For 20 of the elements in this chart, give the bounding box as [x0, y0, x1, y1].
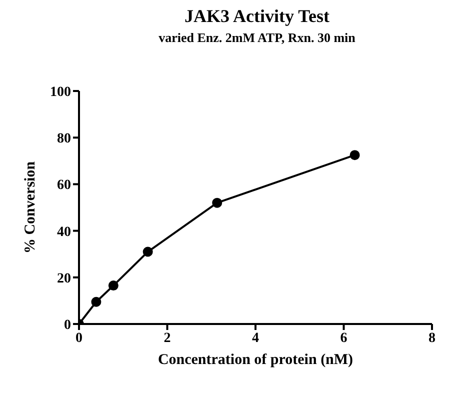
point: [91, 296, 102, 307]
x-tick-label: 6: [340, 330, 348, 346]
chart-title: JAK3 Activity Test: [183, 6, 330, 27]
x-tick-label: 4: [252, 330, 259, 346]
point: [142, 246, 153, 257]
y-tick-label: 20: [57, 271, 71, 286]
y-tick-label: 40: [57, 224, 71, 240]
point: [212, 198, 222, 208]
x-tick-label: 0: [76, 330, 82, 346]
point: [350, 150, 360, 160]
y-tick-label: 60: [57, 178, 71, 194]
chart-subtitle: varied Enz. 2mM ATP, Rxn. 30 min: [158, 30, 356, 46]
y-tick-label: 100: [50, 84, 71, 100]
y-axis-title: % Conversion: [22, 160, 38, 254]
y-tick-label: 80: [57, 132, 71, 147]
x-axis-title: Concentration of protein (nM): [158, 352, 354, 368]
x-tick-label: 8: [428, 330, 436, 346]
y-tick-label: 0: [64, 318, 71, 333]
x-tick-label: 2: [164, 330, 171, 346]
point: [108, 280, 118, 291]
